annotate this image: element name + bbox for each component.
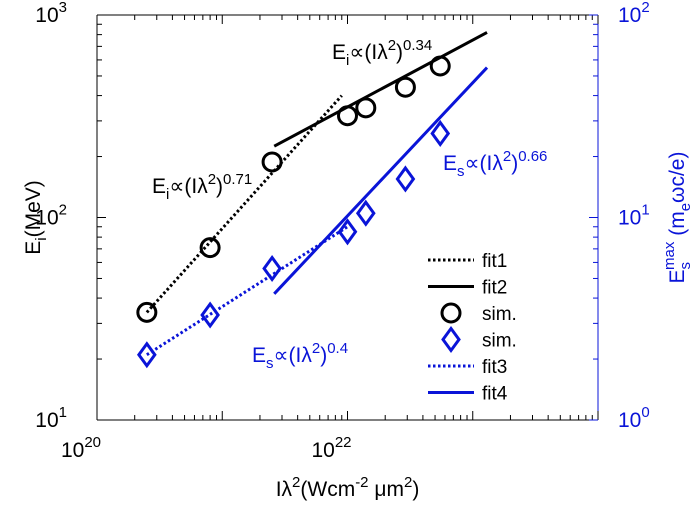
axes: 1020 1022 101 102 103 100 101 102 Iλ2(Wcm-2 μm2)…: [22, 0, 694, 501]
data-point-diamond: [200, 301, 220, 329]
annotation-fit4: Es∝(Iλ2)0.66: [443, 148, 547, 180]
data-point-circle: [394, 76, 416, 98]
y-left-tick-label: 102: [35, 202, 67, 230]
legend-label: sim.: [482, 331, 517, 352]
legend: fit1 fit2 sim. sim. fit3 fit4: [428, 251, 517, 405]
data-point-diamond: [355, 199, 376, 227]
annotation-fit2: Ei∝(Iλ2)0.34: [332, 37, 432, 69]
y-left-axis-title: Ei(MeV): [22, 180, 50, 255]
data-point-circle: [355, 97, 377, 119]
legend-swatch-diamond: [441, 325, 461, 354]
series-line-fit2: [273, 31, 488, 148]
data-point-circle: [429, 55, 451, 77]
annotation-fit3: Es∝(Iλ2)0.4: [252, 340, 348, 372]
series-line-fit4: [273, 66, 489, 295]
x-tick-label: 1022: [311, 434, 351, 462]
data-point-diamond: [337, 218, 358, 246]
y-left-tick-label: 103: [35, 0, 67, 27]
data-point-circle: [199, 237, 221, 259]
y-right-tick-label: 102: [618, 0, 650, 27]
y-right-axis-title: Esmax (meωc/e): [661, 152, 694, 284]
data-point-circle: [136, 301, 158, 323]
legend-label: fit1: [482, 251, 507, 272]
series-line-fit1: [145, 94, 343, 314]
y-right-tick-label: 100: [618, 404, 650, 432]
data-point-diamond: [395, 165, 416, 193]
annotation-fit1: Ei∝(Iλ2)0.71: [152, 171, 252, 203]
data-point-diamond: [262, 254, 282, 283]
y-right-tick-label: 101: [618, 202, 650, 230]
data-point-diamond: [430, 119, 451, 148]
legend-label: fit2: [482, 278, 507, 299]
data-point-diamond: [136, 341, 157, 369]
legend-swatch-circle: [440, 302, 462, 324]
legend-label: fit3: [482, 357, 507, 378]
plot-area: Ei∝(Iλ2)0.34 Ei∝(Iλ2)0.71 Es∝(Iλ2)0.66 Es∝(…: [136, 31, 547, 372]
legend-label: sim.: [482, 304, 517, 325]
x-axis-title: Iλ2(Wcm-2 μm2): [276, 474, 420, 501]
data-point-circle: [337, 105, 358, 127]
legend-label: fit4: [482, 384, 508, 405]
data-point-circle: [261, 151, 283, 173]
y-left-tick-label: 101: [35, 404, 67, 432]
x-tick-label: 1020: [61, 434, 101, 462]
